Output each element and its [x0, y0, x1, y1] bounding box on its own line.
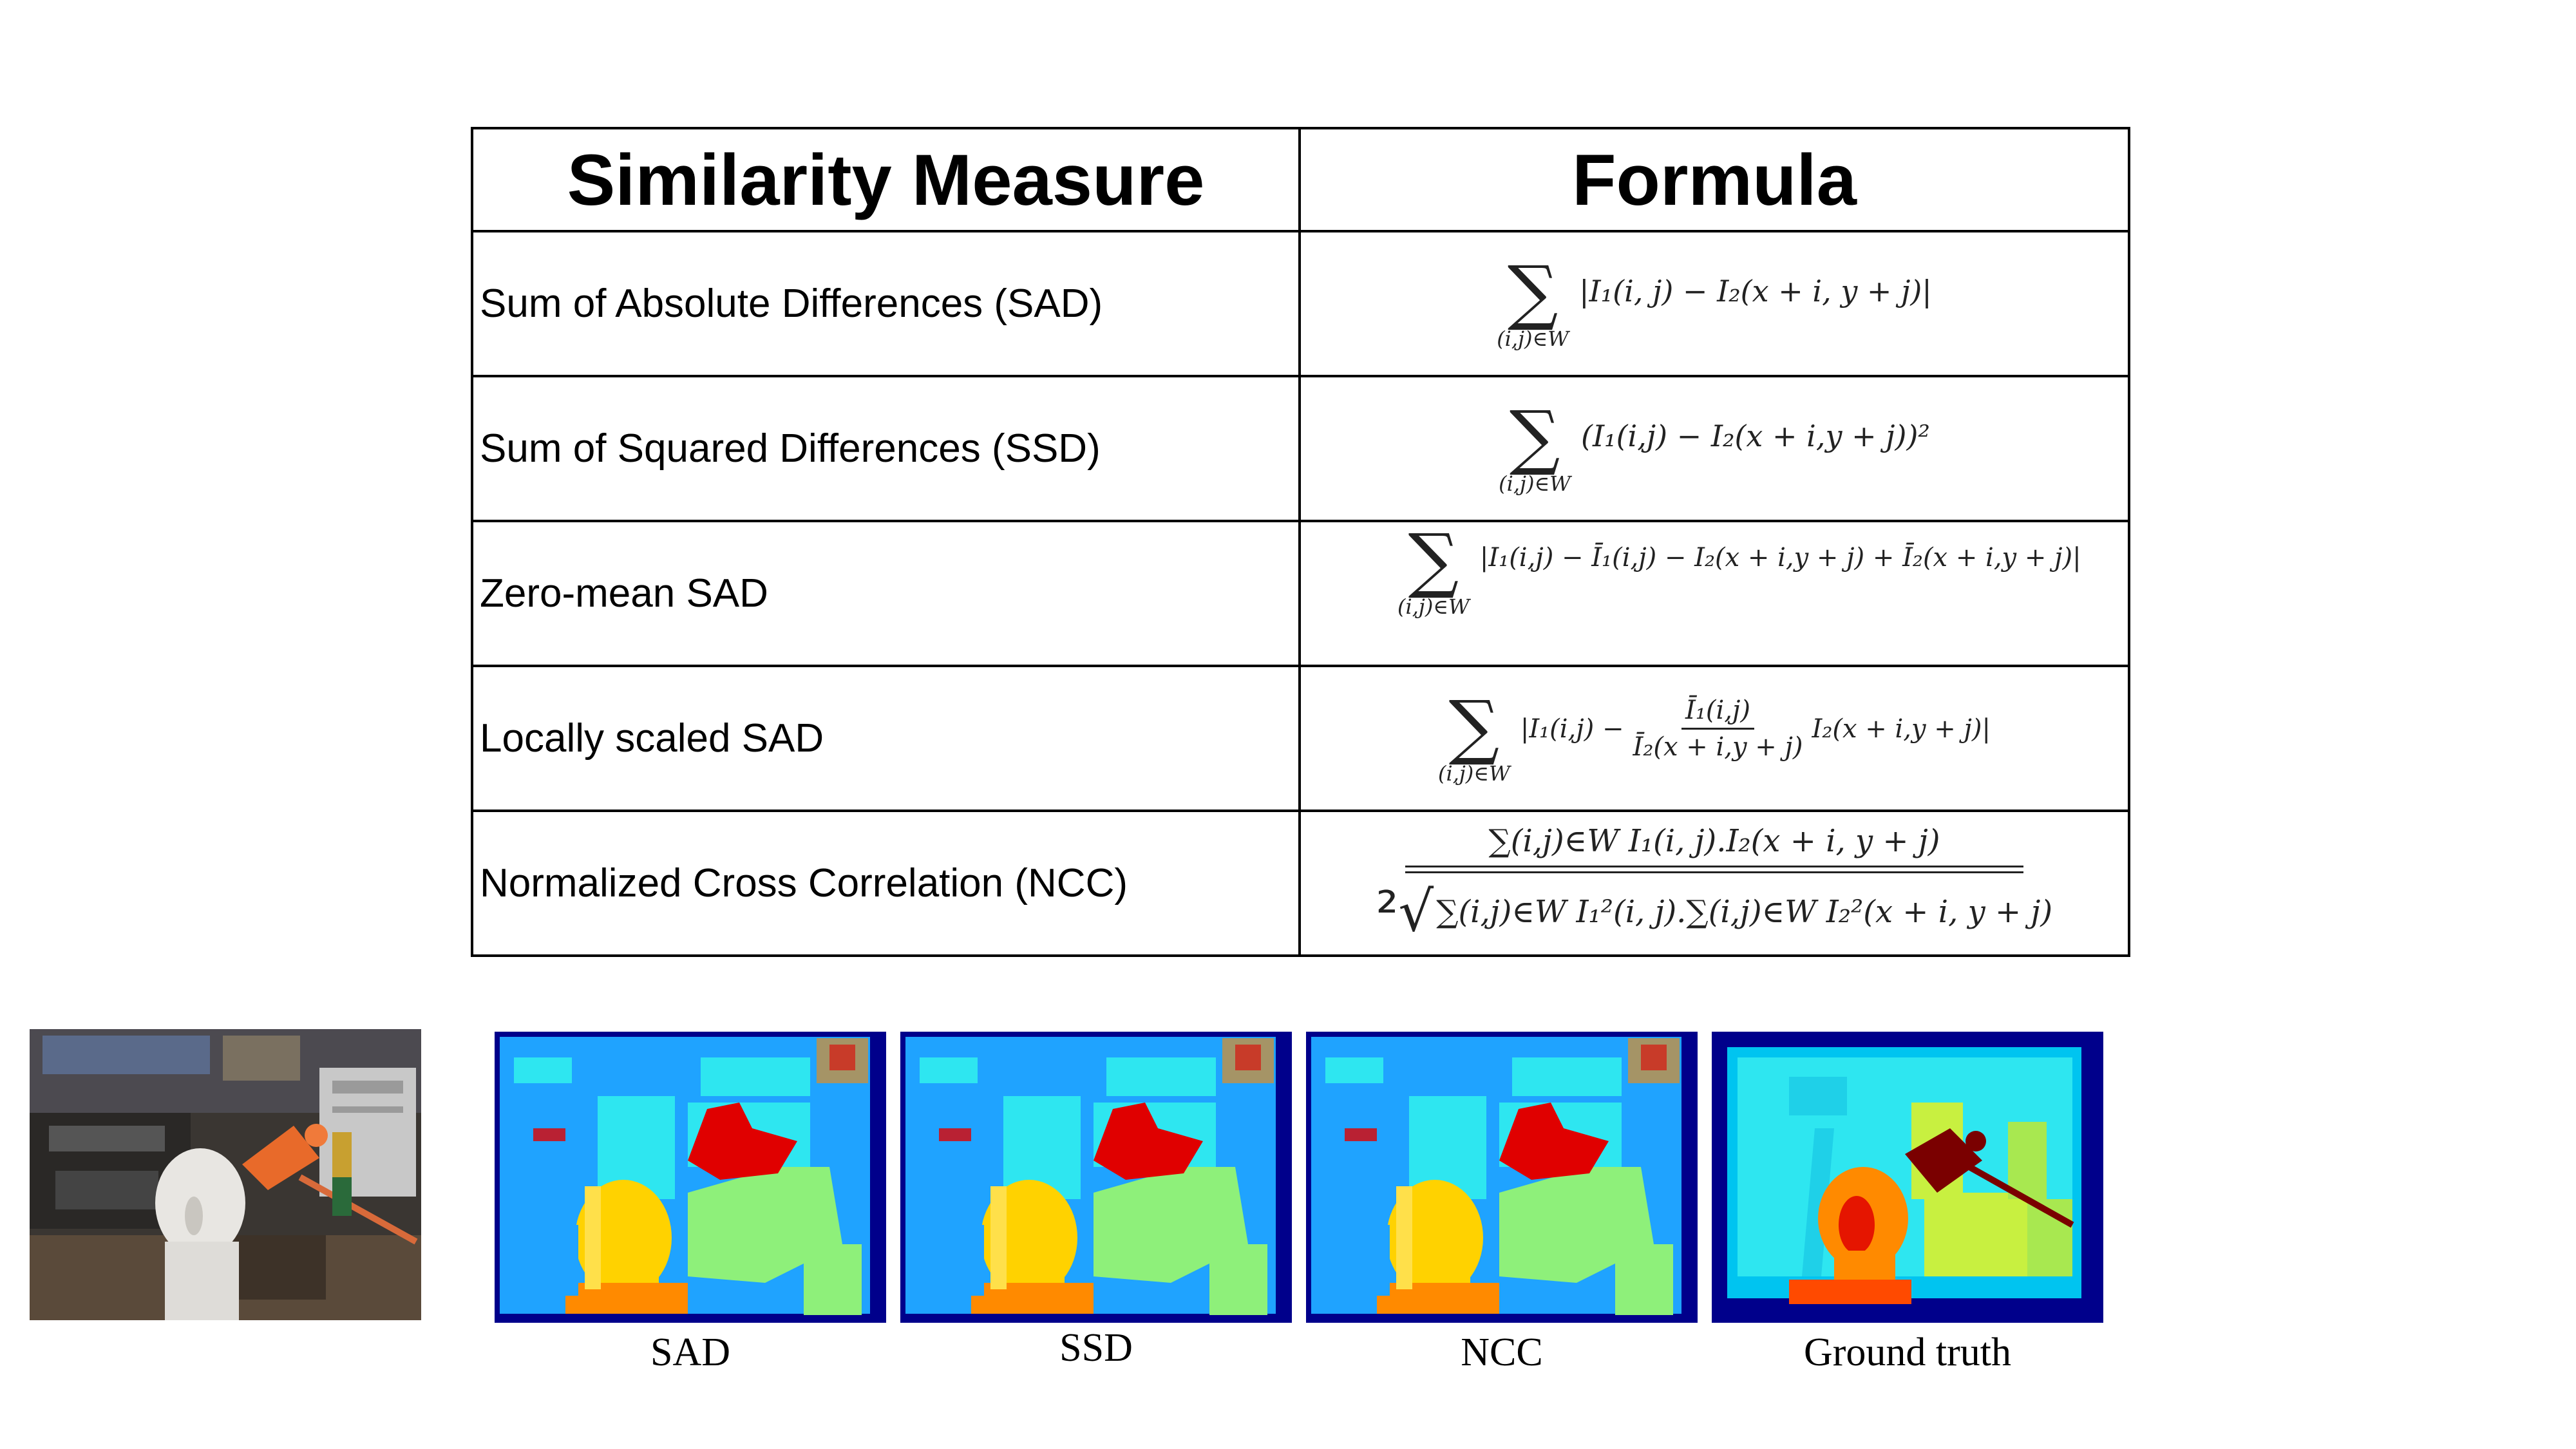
table-row-sad: Sum of Absolute Differences (SAD) ∑ (i,j…	[471, 230, 2130, 377]
zsad-expression: |I₁(i,j) − Ī₁(i,j) − I₂(x + i,y + j) + Ī…	[1479, 543, 2081, 573]
sum-subscript: (i,j)∈W	[1397, 594, 1470, 619]
tsukuba-scene-photo	[30, 1029, 421, 1320]
sum-symbol: ∑	[1408, 518, 1459, 601]
disparity-map-ncc	[1306, 1032, 1698, 1323]
summation: ∑ (i,j)∈W	[1497, 251, 1569, 351]
ssd-expression: (I₁(i,j) − I₂(x + i,y + j))²	[1581, 418, 1930, 453]
summation: ∑ (i,j)∈W	[1397, 518, 1470, 619]
header-similarity-measure: Similarity Measure	[471, 127, 1301, 232]
measure-name-lssad: Locally scaled SAD	[480, 716, 824, 761]
measure-cell: Sum of Squared Differences (SSD)	[471, 375, 1301, 522]
caption-ncc: NCC	[1461, 1331, 1543, 1374]
sum-subscript: (i,j)∈W	[1437, 761, 1510, 786]
similarity-table: Similarity Measure Formula Sum of Absolu…	[471, 127, 2130, 957]
measure-cell: Locally scaled SAD	[471, 665, 1301, 812]
ncc-fraction: ∑(i,j)∈W I₁(i, j).I₂(x + i, y + j) ²√ ∑(…	[1376, 823, 2052, 944]
sum-symbol: ∑	[1507, 251, 1558, 334]
table-row-zsad: Zero-mean SAD ∑ (i,j)∈W |I₁(i,j) − Ī₁(i,…	[471, 520, 2130, 667]
summation: ∑ (i,j)∈W	[1499, 395, 1571, 496]
formula-ssd: ∑ (i,j)∈W (I₁(i,j) − I₂(x + i,y + j))²	[1301, 377, 2128, 520]
formula-zsad: ∑ (i,j)∈W |I₁(i,j) − Ī₁(i,j) − I₂(x + i,…	[1301, 522, 2128, 665]
header-formula: Formula	[1298, 127, 2130, 232]
table-row-ncc: Normalized Cross Correlation (NCC) ∑(i,j…	[471, 810, 2130, 957]
measure-cell: Zero-mean SAD	[471, 520, 1301, 667]
measure-name-ncc: Normalized Cross Correlation (NCC)	[480, 861, 1128, 905]
summation: ∑ (i,j)∈W	[1437, 685, 1510, 786]
ncc-denominator-wrap: ²√ ∑(i,j)∈W I₁²(i, j).∑(i,j)∈W I₂²(x + i…	[1376, 873, 2052, 944]
formula-ncc: ∑(i,j)∈W I₁(i, j).I₂(x + i, y + j) ²√ ∑(…	[1301, 812, 2128, 954]
lssad-left: |I₁(i,j) −	[1520, 714, 1624, 744]
caption-ground-truth: Ground truth	[1803, 1331, 2012, 1374]
measure-cell: Normalized Cross Correlation (NCC)	[471, 810, 1301, 957]
disparity-map-sad	[495, 1032, 886, 1323]
ncc-fraction-bar	[1405, 865, 2023, 873]
ncc-denominator: ∑(i,j)∈W I₁²(i, j).∑(i,j)∈W I₂²(x + i, y…	[1436, 893, 2053, 930]
disparity-map-ground-truth	[1712, 1032, 2103, 1323]
measure-cell: Sum of Absolute Differences (SAD)	[471, 230, 1301, 377]
lssad-right: I₂(x + i,y + j)|	[1812, 714, 1991, 744]
square-root-icon: ²√	[1376, 879, 1434, 944]
formula-cell-ncc: ∑(i,j)∈W I₁(i, j).I₂(x + i, y + j) ²√ ∑(…	[1298, 810, 2130, 957]
measure-name-ssd: Sum of Squared Differences (SSD)	[480, 426, 1101, 471]
lssad-denominator: Ī₂(x + i,y + j)	[1633, 732, 1803, 762]
formula-cell-zsad: ∑ (i,j)∈W |I₁(i,j) − Ī₁(i,j) − I₂(x + i,…	[1298, 520, 2130, 667]
lssad-numerator: Ī₁(i,j)	[1681, 696, 1754, 730]
table-row-ssd: Sum of Squared Differences (SSD) ∑ (i,j)…	[471, 375, 2130, 522]
formula-cell-lssad: ∑ (i,j)∈W |I₁(i,j) − Ī₁(i,j) Ī₂(x + i,y …	[1298, 665, 2130, 812]
table-row-lssad: Locally scaled SAD ∑ (i,j)∈W |I₁(i,j) − …	[471, 665, 2130, 812]
formula-sad: ∑ (i,j)∈W |I₁(i, j) − I₂(x + i, y + j)|	[1301, 232, 2128, 375]
ncc-numerator: ∑(i,j)∈W I₁(i, j).I₂(x + i, y + j)	[1488, 822, 1940, 859]
sum-symbol: ∑	[1448, 685, 1500, 768]
sum-symbol: ∑	[1509, 395, 1560, 478]
lssad-expression: |I₁(i,j) − Ī₁(i,j) Ī₂(x + i,y + j) I₂(x …	[1520, 696, 1991, 762]
formula-lssad: ∑ (i,j)∈W |I₁(i,j) − Ī₁(i,j) Ī₂(x + i,y …	[1301, 667, 2128, 810]
sum-subscript: (i,j)∈W	[1497, 326, 1569, 351]
table-header-row: Similarity Measure Formula	[471, 127, 2130, 232]
measure-name-sad: Sum of Absolute Differences (SAD)	[480, 281, 1103, 326]
formula-cell-sad: ∑ (i,j)∈W |I₁(i, j) − I₂(x + i, y + j)|	[1298, 230, 2130, 377]
sad-expression: |I₁(i, j) − I₂(x + i, y + j)|	[1579, 273, 1932, 308]
measure-name-zsad: Zero-mean SAD	[480, 571, 768, 616]
formula-cell-ssd: ∑ (i,j)∈W (I₁(i,j) − I₂(x + i,y + j))²	[1298, 375, 2130, 522]
caption-ssd: SSD	[1059, 1326, 1133, 1370]
sum-subscript: (i,j)∈W	[1499, 471, 1571, 496]
lssad-fraction: Ī₁(i,j) Ī₂(x + i,y + j)	[1629, 696, 1807, 762]
disparity-map-ssd	[900, 1032, 1292, 1323]
caption-sad: SAD	[650, 1331, 731, 1374]
